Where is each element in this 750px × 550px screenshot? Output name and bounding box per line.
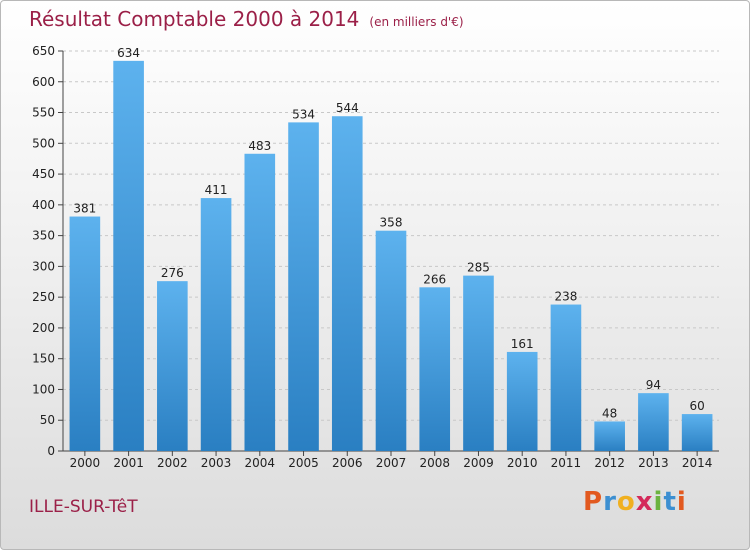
data-label: 411 xyxy=(205,183,228,197)
y-tick-label: 200 xyxy=(32,321,55,335)
logo-letter: i xyxy=(676,487,687,517)
unit-label: (en milliers d'€) xyxy=(369,15,464,29)
data-label: 276 xyxy=(161,266,184,280)
x-tick-label: 2010 xyxy=(507,456,538,470)
logo-letter: P xyxy=(583,487,604,517)
y-tick-label: 100 xyxy=(32,382,55,396)
x-tick-label: 2002 xyxy=(157,456,188,470)
title-text: Résultat Comptable 2000 à 2014 xyxy=(29,7,360,31)
bar xyxy=(288,122,319,451)
y-tick-label: 400 xyxy=(32,198,55,212)
bar xyxy=(331,116,363,451)
x-tick-label: 2001 xyxy=(113,456,144,470)
y-tick-label: 450 xyxy=(32,167,55,181)
y-tick-label: 50 xyxy=(40,413,55,427)
commune-name: ILLE-SUR-TêT xyxy=(29,497,138,517)
data-label: 483 xyxy=(248,139,271,153)
y-tick-label: 300 xyxy=(32,259,55,273)
bar xyxy=(113,60,144,451)
data-label: 381 xyxy=(73,202,96,216)
logo-letter: i xyxy=(653,487,664,517)
data-label: 534 xyxy=(292,107,315,121)
data-label: 634 xyxy=(117,46,140,60)
x-tick-label: 2013 xyxy=(638,456,669,470)
y-tick-label: 0 xyxy=(47,444,55,458)
bar xyxy=(157,281,188,451)
x-tick-label: 2006 xyxy=(332,456,363,470)
data-label: 358 xyxy=(380,216,403,230)
bar xyxy=(375,230,407,451)
y-tick-label: 550 xyxy=(32,106,55,120)
proxiti-logo: Proxiti xyxy=(583,487,687,517)
bar xyxy=(463,275,494,451)
x-tick-label: 2012 xyxy=(594,456,625,470)
bar xyxy=(681,414,713,451)
data-label: 544 xyxy=(336,101,359,115)
x-tick-label: 2003 xyxy=(201,456,232,470)
bar xyxy=(200,198,232,451)
y-tick-label: 250 xyxy=(32,290,55,304)
bar xyxy=(594,421,625,451)
x-tick-label: 2008 xyxy=(419,456,450,470)
bar xyxy=(69,216,101,451)
chart-title: Résultat Comptable 2000 à 2014 (en millie… xyxy=(29,7,464,31)
bar xyxy=(244,153,276,451)
data-label: 94 xyxy=(646,378,661,392)
logo-letter: x xyxy=(635,487,654,517)
y-tick-label: 500 xyxy=(32,136,55,150)
x-tick-label: 2009 xyxy=(463,456,494,470)
x-tick-label: 2004 xyxy=(245,456,276,470)
data-label: 238 xyxy=(554,290,577,304)
logo-letter: o xyxy=(616,487,636,517)
x-tick-label: 2005 xyxy=(288,456,319,470)
logo-letter: t xyxy=(663,487,677,517)
data-label: 48 xyxy=(602,406,617,420)
logo-letter: r xyxy=(603,487,617,517)
y-tick-label: 350 xyxy=(32,229,55,243)
bar xyxy=(550,304,582,451)
bar xyxy=(419,287,451,451)
data-label: 285 xyxy=(467,261,490,275)
bar xyxy=(638,393,669,451)
bar xyxy=(506,351,538,451)
x-tick-label: 2014 xyxy=(682,456,713,470)
x-tick-label: 2007 xyxy=(376,456,407,470)
y-tick-label: 150 xyxy=(32,352,55,366)
data-label: 60 xyxy=(689,399,704,413)
x-tick-label: 2011 xyxy=(551,456,582,470)
data-label: 161 xyxy=(511,337,534,351)
data-label: 266 xyxy=(423,272,446,286)
y-tick-label: 600 xyxy=(32,75,55,89)
y-tick-label: 650 xyxy=(32,44,55,58)
x-tick-label: 2000 xyxy=(70,456,101,470)
